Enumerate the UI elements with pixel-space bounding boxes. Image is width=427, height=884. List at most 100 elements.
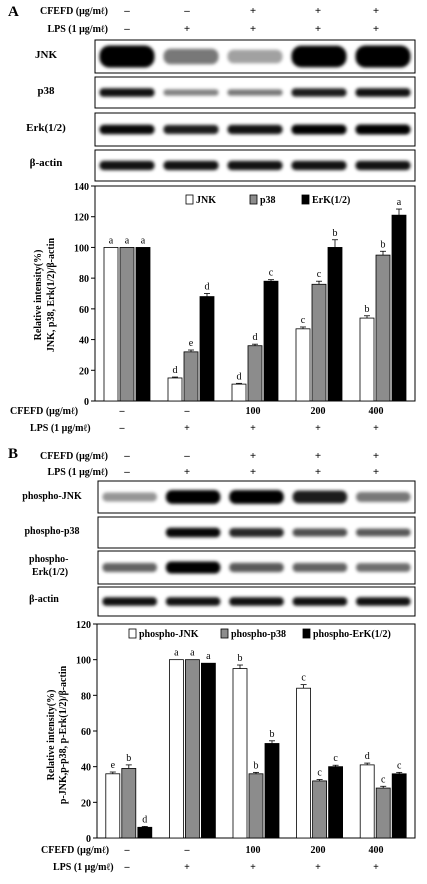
- blot-a-band-3-4: [355, 160, 411, 171]
- chart-a-legend-swatch-1: [249, 194, 258, 205]
- blot-b-band-3-4: [356, 597, 411, 606]
- xrow-a-r0-c4: 400: [369, 406, 384, 417]
- blot-b-band-2-0: [102, 562, 157, 573]
- treat-a-r1-c3: +: [315, 23, 321, 35]
- chart-a-ytick-label-60: 60: [79, 305, 89, 316]
- chart-a-bar-0-1: [167, 377, 183, 402]
- chart-a-bar-2-2: [263, 280, 279, 402]
- treat-b-r1-c4: +: [373, 466, 379, 478]
- chart-b-bar-2-4: [391, 773, 407, 839]
- chart-b-ylabel-line1: Relative intensity(%): [46, 690, 57, 781]
- chart-b-bar-1-4: [375, 787, 391, 839]
- chart-a-bar-1-1: [183, 351, 199, 402]
- blot-a-band-3-1: [163, 160, 219, 171]
- blot-label-pp38: phospho-p38: [24, 526, 79, 537]
- xrow-a-r1-c2: +: [250, 423, 256, 434]
- chart-a-sig-letter-0-3: c: [301, 315, 306, 326]
- chart-a-sig-letter-1-2: d: [253, 332, 258, 343]
- chart-b-bar-2-0: [137, 826, 153, 839]
- chart-a-legend-label-1: p38: [260, 195, 276, 206]
- chart-a-sig-letter-2-3: b: [333, 228, 338, 239]
- blot-a-band-3-2: [227, 160, 283, 171]
- blot-b-band-3-1: [165, 597, 221, 606]
- chart-a-ylabel-line2: JNK, p38, Erk(1/2)/β-actin: [46, 237, 57, 352]
- panel-b-x-rows: CFEFD (μg/mℓ) LPS (1 μg/mℓ) – – 100 200 400 –…: [41, 845, 384, 873]
- chart-a-ytick-label-100: 100: [74, 243, 89, 254]
- blot-b-band-1-3: [292, 528, 348, 537]
- xrow-b-r0-c4: 400: [369, 845, 384, 856]
- chart-a-ytick-label-40: 40: [79, 336, 89, 347]
- blot-a-band-3-0: [99, 160, 155, 171]
- xrow-b-r0-c0: –: [124, 845, 131, 856]
- treat-b-r1-c1: +: [184, 466, 190, 478]
- chart-b-legend-label-2: phospho-ErK(1/2): [313, 629, 391, 640]
- panel-b-treatment-header: CFEFD (μg/mℓ) LPS (1 μg/mℓ) – – + + + – + + + +: [40, 450, 379, 478]
- blot-a-band-1-4: [355, 88, 411, 97]
- chart-b-ytick-label-80: 80: [81, 691, 91, 702]
- treat-a-r1-c1: +: [184, 23, 190, 35]
- lps-row-label-b: LPS (1 μg/mℓ): [53, 862, 114, 873]
- treat-b-r0-c1: –: [183, 450, 190, 462]
- chart-b-bar-0-3: [296, 687, 312, 839]
- treat-b-r1-c3: +: [315, 466, 321, 478]
- chart-a-ytick-label-20: 20: [79, 366, 89, 377]
- chart-a-sig-letter-2-1: d: [205, 282, 210, 293]
- chart-a-ytick-label-140: 140: [74, 182, 89, 193]
- chart-b-sig-letter-2-4: c: [397, 760, 402, 771]
- chart-b-legend-swatch-0: [128, 628, 137, 639]
- chart-a-bar-2-1: [199, 296, 215, 402]
- blot-b-band-1-4: [356, 528, 411, 537]
- panel-b-letter: B: [8, 446, 18, 462]
- chart-b-bar-1-0: [121, 768, 137, 839]
- treat-a-r0-c3: +: [315, 5, 321, 17]
- blot-b-band-0-0: [102, 492, 157, 502]
- chart-a-bar-1-0: [119, 247, 135, 402]
- chart-a-bar-2-0: [135, 247, 151, 402]
- blot-label-erk: Erk(1/2): [26, 122, 66, 134]
- blot-a-band-2-2: [227, 124, 283, 135]
- chart-b-bar-1-1: [184, 659, 200, 839]
- chart-a-bar-1-4: [375, 254, 391, 402]
- blot-b-band-3-0: [102, 597, 157, 606]
- chart-a-bar-0-3: [295, 328, 311, 402]
- chart-b-legend-label-0: phospho-JNK: [139, 629, 199, 640]
- chart-b-bar-1-3: [312, 780, 328, 839]
- blot-label-perk: phospho- Erk(1/2): [29, 554, 71, 578]
- chart-a-legend-swatch-2: [301, 194, 310, 205]
- blot-label-actin-a: β-actin: [30, 157, 63, 169]
- blot-a-band-1-3: [291, 88, 347, 97]
- blot-b-band-3-3: [292, 597, 348, 606]
- chart-a-bar-2-4: [391, 214, 407, 402]
- blot-b-band-0-1: [165, 490, 221, 504]
- chart-b-sig-letter-0-1: a: [174, 648, 179, 659]
- chart-a-sig-letter-2-2: c: [269, 268, 274, 279]
- chart-b-ytick-label-100: 100: [76, 656, 91, 667]
- chart-b-sig-letter-1-1: a: [190, 648, 195, 659]
- chart-b-bar-0-0: [105, 773, 121, 839]
- blot-label-jnk: JNK: [35, 49, 57, 61]
- blot-a-band-1-2: [227, 89, 283, 96]
- chart-a-sig-letter-0-1: d: [173, 365, 178, 376]
- treat-a-r0-c1: –: [183, 5, 190, 17]
- cfefd-row-label-b: CFEFD (μg/mℓ): [41, 845, 109, 856]
- chart-b-bar-2-2: [264, 743, 280, 839]
- chart-a-sig-letter-0-4: b: [365, 304, 370, 315]
- chart-b-sig-letter-1-4: c: [381, 774, 386, 785]
- lps-header-label: LPS (1 μg/mℓ): [47, 24, 108, 35]
- xrow-a-r0-c0: –: [119, 406, 126, 417]
- chart-a-bar-2-3: [327, 247, 343, 402]
- chart-b-sig-letter-2-0: d: [142, 814, 147, 825]
- chart-a-sig-letter-1-4: b: [381, 239, 386, 250]
- blot-b-band-3-2: [229, 597, 284, 606]
- blot-b-band-0-3: [292, 490, 348, 504]
- chart-a-sig-letter-2-0: a: [141, 235, 146, 246]
- xrow-b-r0-c2: 100: [246, 845, 261, 856]
- chart-b-bar-0-4: [359, 764, 375, 839]
- chart-b-ytick-label-40: 40: [81, 763, 91, 774]
- blot-a-band-0-1: [163, 48, 219, 65]
- treat-a-r0-c4: +: [373, 5, 379, 17]
- panel-b-blots: phospho-JNK phospho-p38 phospho- Erk(1/2…: [22, 480, 416, 617]
- chart-b-bar-1-2: [248, 773, 264, 839]
- chart-b-sig-letter-2-1: a: [206, 651, 211, 662]
